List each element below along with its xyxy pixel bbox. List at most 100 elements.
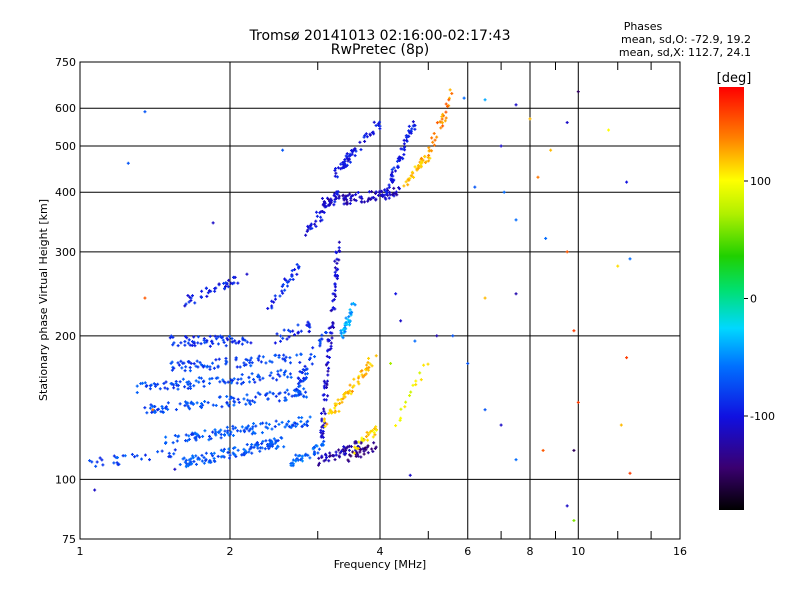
data-point [383, 188, 387, 192]
data-point [145, 384, 149, 388]
data-point [249, 341, 253, 345]
data-point [404, 180, 408, 184]
data-point [256, 446, 260, 450]
data-point [184, 458, 188, 462]
chart-subtitle: RwPretec (8p) [331, 42, 429, 58]
data-point [266, 426, 270, 430]
data-point [184, 302, 188, 306]
data-point [130, 452, 134, 456]
data-point [268, 374, 272, 378]
x-tick-label: 16 [673, 545, 687, 558]
data-point [426, 362, 430, 366]
data-point [250, 443, 254, 447]
data-point [201, 434, 205, 438]
data-point [367, 366, 371, 370]
data-point [264, 361, 268, 365]
data-point [348, 389, 352, 393]
data-point [337, 240, 341, 244]
data-point [336, 192, 340, 196]
data-point [226, 451, 230, 455]
data-point [98, 456, 102, 460]
data-point [197, 380, 201, 384]
data-point [408, 176, 412, 180]
tick-marks [317, 62, 652, 539]
data-point [407, 129, 411, 133]
data-point [261, 376, 265, 380]
data-point [374, 428, 378, 432]
data-point [226, 285, 230, 289]
data-point [352, 198, 356, 202]
data-point [332, 194, 336, 198]
data-point [337, 448, 341, 452]
data-point [276, 439, 280, 443]
data-point [201, 365, 205, 369]
data-point [161, 410, 165, 414]
data-point [338, 250, 342, 254]
data-point [565, 121, 569, 125]
data-point [367, 356, 371, 360]
data-point [333, 288, 337, 292]
data-point [164, 435, 168, 439]
data-point [245, 443, 249, 447]
data-point [272, 437, 276, 441]
data-point [263, 447, 267, 451]
data-point [273, 294, 277, 298]
data-point [219, 432, 223, 436]
data-point [339, 167, 343, 171]
data-point [410, 170, 414, 174]
data-point [366, 368, 370, 372]
data-point [305, 372, 309, 376]
data-point [234, 426, 238, 430]
colorbar-tick-label: -100 [750, 410, 775, 423]
data-point [446, 104, 450, 108]
data-point [192, 459, 196, 463]
data-point [387, 196, 391, 200]
data-point [251, 430, 255, 434]
data-point [220, 405, 224, 409]
data-point [256, 356, 260, 360]
data-point [392, 194, 396, 198]
data-point [264, 425, 268, 429]
data-point [214, 433, 218, 437]
data-point [306, 228, 310, 232]
data-point [220, 335, 224, 339]
data-point [344, 154, 348, 158]
data-point [164, 441, 168, 445]
data-point [249, 364, 253, 368]
data-point [258, 449, 262, 453]
data-point [211, 403, 215, 407]
data-point [177, 363, 181, 367]
data-point [208, 459, 212, 463]
data-point [325, 354, 329, 358]
data-point [211, 361, 215, 365]
data-point [390, 168, 394, 172]
data-point [237, 339, 241, 343]
data-point [341, 336, 345, 340]
data-point [337, 194, 341, 198]
data-point [189, 400, 193, 404]
data-point [256, 391, 260, 395]
data-point [390, 178, 394, 182]
data-point [413, 165, 417, 169]
data-point [281, 357, 285, 361]
data-point [248, 361, 252, 365]
data-point [356, 376, 360, 380]
data-point [327, 459, 331, 463]
data-point [296, 330, 300, 334]
data-point [330, 336, 334, 340]
data-point [171, 441, 175, 445]
data-point [374, 445, 378, 449]
data-point [194, 462, 198, 466]
data-point [213, 287, 217, 291]
data-point [338, 451, 342, 455]
data-point [346, 458, 350, 462]
data-point [348, 160, 352, 164]
data-point [320, 454, 324, 458]
data-point [236, 429, 240, 433]
data-point [365, 363, 369, 367]
data-point [322, 398, 326, 402]
data-point [427, 153, 431, 157]
data-point [346, 159, 350, 163]
data-point [239, 377, 243, 381]
data-point [268, 439, 272, 443]
